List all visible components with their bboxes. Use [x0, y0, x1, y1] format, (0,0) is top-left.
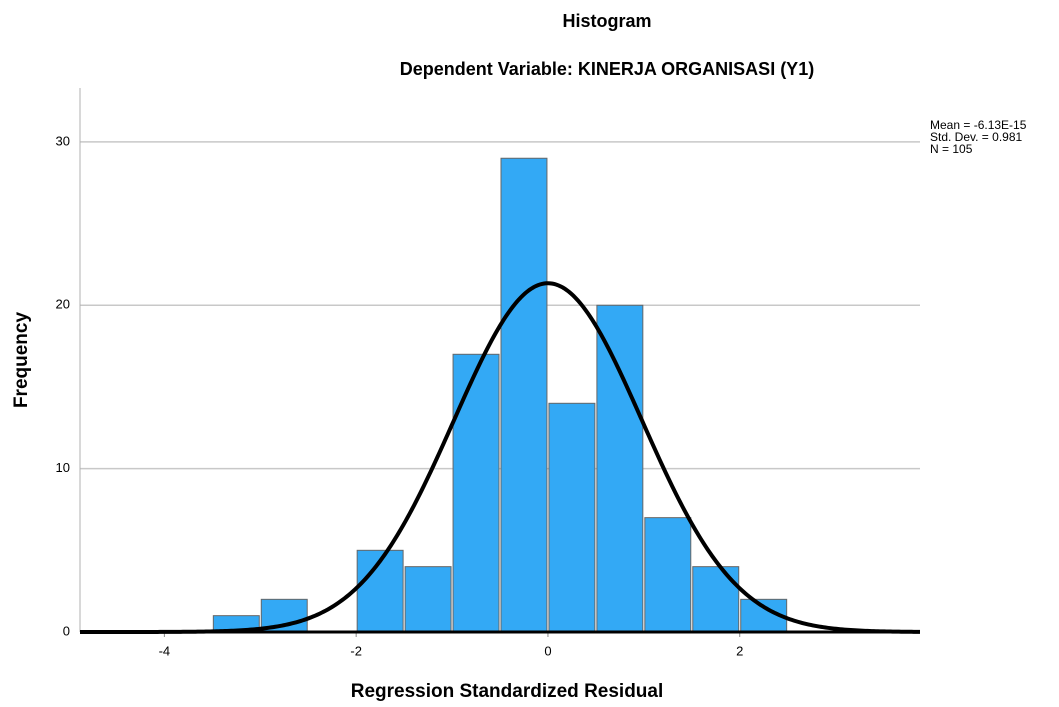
x-tick-label: 0 [544, 643, 551, 658]
bar [548, 402, 596, 633]
y-tick-label: 20 [56, 297, 70, 312]
y-tick-label: 0 [63, 623, 70, 638]
y-tick-label: 10 [56, 460, 70, 475]
bar [692, 566, 740, 633]
y-axis-title: Frequency [11, 312, 32, 409]
x-axis-title: Regression Standardized Residual [351, 681, 664, 702]
stat-label: N = 105 [930, 142, 973, 156]
chart-title: Histogram [562, 11, 651, 31]
stat-label: Std. Dev. = 0.981 [930, 130, 1022, 144]
bar [404, 566, 452, 633]
stat-label: Mean = -6.13E-15 [930, 118, 1027, 132]
x-tick-label: -4 [159, 643, 171, 658]
bar [644, 517, 692, 633]
x-tick-label: -2 [350, 643, 362, 658]
chart-subtitle: Dependent Variable: KINERJA ORGANISASI (… [400, 59, 814, 79]
y-tick-label: 30 [56, 133, 70, 148]
bar [596, 304, 644, 633]
bar [452, 353, 500, 633]
x-tick-label: 2 [736, 643, 743, 658]
normal-curve [80, 281, 921, 634]
bar [500, 157, 548, 633]
